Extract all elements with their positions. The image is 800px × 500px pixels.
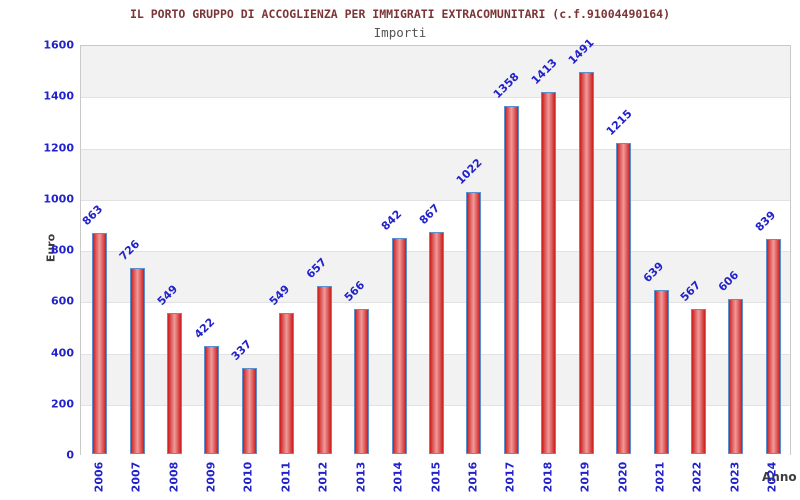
grid-band xyxy=(81,46,790,98)
bar-2024 xyxy=(765,239,781,454)
y-tick-label: 1600 xyxy=(43,38,74,52)
x-tick-label-2008: 2008 xyxy=(167,461,181,493)
x-tick-label-2015: 2015 xyxy=(429,461,442,493)
y-tick-label: 1000 xyxy=(43,192,74,206)
bar-2013 xyxy=(354,309,370,454)
bar-2019 xyxy=(578,72,594,454)
x-tick-label-2018: 2018 xyxy=(541,461,555,493)
x-tick-label-2019: 2019 xyxy=(578,461,592,493)
bar-2016 xyxy=(466,192,482,454)
x-tick-label-2021: 2021 xyxy=(653,461,667,493)
chart-title: IL PORTO GRUPPO DI ACCOGLIENZA PER IMMIG… xyxy=(129,7,671,21)
x-tick-label-2016: 2016 xyxy=(466,461,480,493)
x-tick-label-2010: 2010 xyxy=(241,461,255,493)
x-tick-label-2020: 2020 xyxy=(616,461,630,493)
bar-2022 xyxy=(690,309,706,454)
bar-2021 xyxy=(653,290,669,454)
x-tick-label-2014: 2014 xyxy=(391,461,405,493)
bar-2011 xyxy=(279,313,295,454)
bar-2014 xyxy=(391,238,407,454)
x-tick-label-2006: 2006 xyxy=(92,461,106,493)
x-tick-label-2007: 2007 xyxy=(129,461,143,493)
x-tick-label-2011: 2011 xyxy=(279,461,293,493)
bar-2018 xyxy=(541,92,557,454)
y-tick-label: 400 xyxy=(51,346,74,359)
bar-2023 xyxy=(728,299,744,454)
bar-2020 xyxy=(616,143,632,454)
bar-2007 xyxy=(129,268,145,454)
bar-2006 xyxy=(92,233,108,454)
bar-2009 xyxy=(204,346,220,454)
y-tick-label: 0 xyxy=(66,448,74,462)
chart-subtitle: Importi xyxy=(373,25,427,40)
bar-2010 xyxy=(241,368,257,454)
x-axis-label: Anno xyxy=(762,470,797,484)
y-tick-label: 200 xyxy=(51,397,74,411)
x-tick-label-2024: 2024 xyxy=(765,461,779,493)
x-tick-label-2013: 2013 xyxy=(354,461,368,493)
bar-2017 xyxy=(503,106,519,454)
bar-2008 xyxy=(167,313,183,454)
y-tick-label: 600 xyxy=(51,294,74,308)
bar-2015 xyxy=(429,232,444,454)
y-tick-label: 800 xyxy=(51,243,74,257)
plot-area: 863 726 549 422 337 549 657 566 842 867 1022 1358 14… xyxy=(80,36,791,456)
x-tick-label-2012: 2012 xyxy=(316,461,330,493)
x-tick-label-2022: 2022 xyxy=(690,461,704,493)
x-tick-label-2009: 2009 xyxy=(204,461,218,493)
y-tick-label: 1400 xyxy=(43,89,74,103)
grid-band xyxy=(81,97,790,149)
x-tick-label-2023: 2023 xyxy=(728,461,742,493)
y-tick-label: 1200 xyxy=(43,141,74,154)
grid-band xyxy=(81,148,790,200)
x-tick-label-2017: 2017 xyxy=(503,461,517,493)
bar-2012 xyxy=(316,286,332,454)
